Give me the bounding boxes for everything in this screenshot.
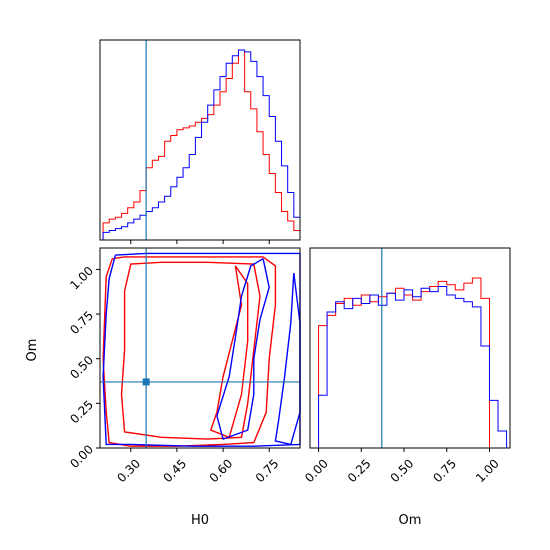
om-y-tick-label-0: 0.00 [67,442,96,471]
h0-x-tick-label-2: 0.60 [207,456,236,485]
om-histogram-frame [309,247,511,449]
om-x-tick-label-1: 0.25 [345,456,374,485]
h0-x-tick-label-3: 0.75 [253,456,282,485]
contour-line-1 [120,261,261,440]
contour-line-0 [102,256,277,447]
om-x-tick-label-2: 0.50 [388,456,417,485]
om-y-tick-label-2: 0.50 [67,353,96,382]
truth-marker [142,378,150,386]
contour-line-5 [274,272,301,446]
om-y-tick-label-4: 1.00 [67,264,96,293]
h0-histogram-panel [99,39,301,244]
om-x-tick-label-0: 0.00 [302,456,331,485]
h0-axis-label: H0 [191,513,209,528]
om-hist-series-1 [318,286,508,448]
contour-line-3 [102,252,301,447]
contour-panel: 0.30 0.45 0.60 0.75 0.00 0.25 0.50 0.75 1.00 [67,247,301,485]
om-histogram-panel: 0.00 0.25 0.50 0.75 1.00 [302,247,511,485]
om-x-axis-label: Om [399,513,422,528]
om-y-tick-label-3: 0.75 [67,308,96,337]
om-x-tick-label-3: 0.75 [430,456,459,485]
contour-line-2 [209,265,249,439]
h0-hist-series-0 [102,49,301,240]
om-hist-series-0 [318,277,507,449]
om-x-tick-label-4: 1.00 [473,456,502,485]
contour-line-4 [216,258,270,441]
h0-histogram-frame [99,39,301,241]
om-y-axis-label: Om [25,339,40,362]
contour-frame [99,247,301,449]
h0-hist-series-1 [102,49,301,240]
h0-x-tick-label-1: 0.45 [160,456,189,485]
h0-x-tick-label-0: 0.30 [114,456,143,485]
om-y-tick-label-1: 0.25 [67,398,96,427]
